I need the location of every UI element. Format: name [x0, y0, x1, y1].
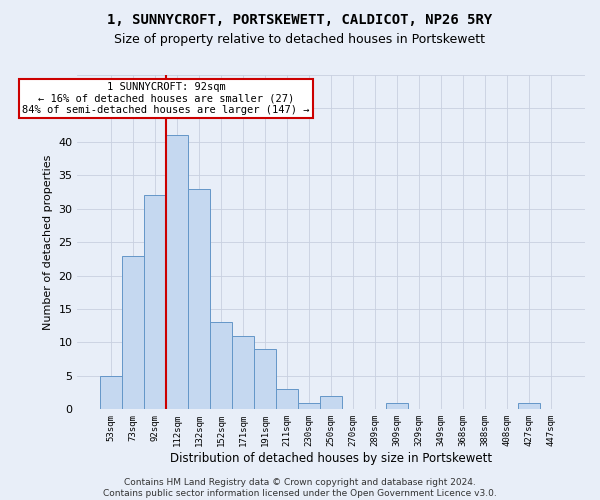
Bar: [276, 390, 298, 409]
Bar: [122, 256, 144, 410]
Text: Size of property relative to detached houses in Portskewett: Size of property relative to detached ho…: [115, 32, 485, 46]
X-axis label: Distribution of detached houses by size in Portskewett: Distribution of detached houses by size …: [170, 452, 492, 465]
Bar: [144, 196, 166, 410]
Y-axis label: Number of detached properties: Number of detached properties: [43, 154, 53, 330]
Bar: [320, 396, 342, 409]
Bar: [298, 402, 320, 409]
Text: 1, SUNNYCROFT, PORTSKEWETT, CALDICOT, NP26 5RY: 1, SUNNYCROFT, PORTSKEWETT, CALDICOT, NP…: [107, 12, 493, 26]
Bar: [210, 322, 232, 410]
Bar: [386, 402, 408, 409]
Text: 1 SUNNYCROFT: 92sqm
← 16% of detached houses are smaller (27)
84% of semi-detach: 1 SUNNYCROFT: 92sqm ← 16% of detached ho…: [22, 82, 310, 115]
Bar: [518, 402, 540, 409]
Bar: [254, 349, 276, 410]
Bar: [166, 135, 188, 409]
Bar: [100, 376, 122, 410]
Text: Contains HM Land Registry data © Crown copyright and database right 2024.
Contai: Contains HM Land Registry data © Crown c…: [103, 478, 497, 498]
Bar: [188, 188, 210, 410]
Bar: [232, 336, 254, 409]
